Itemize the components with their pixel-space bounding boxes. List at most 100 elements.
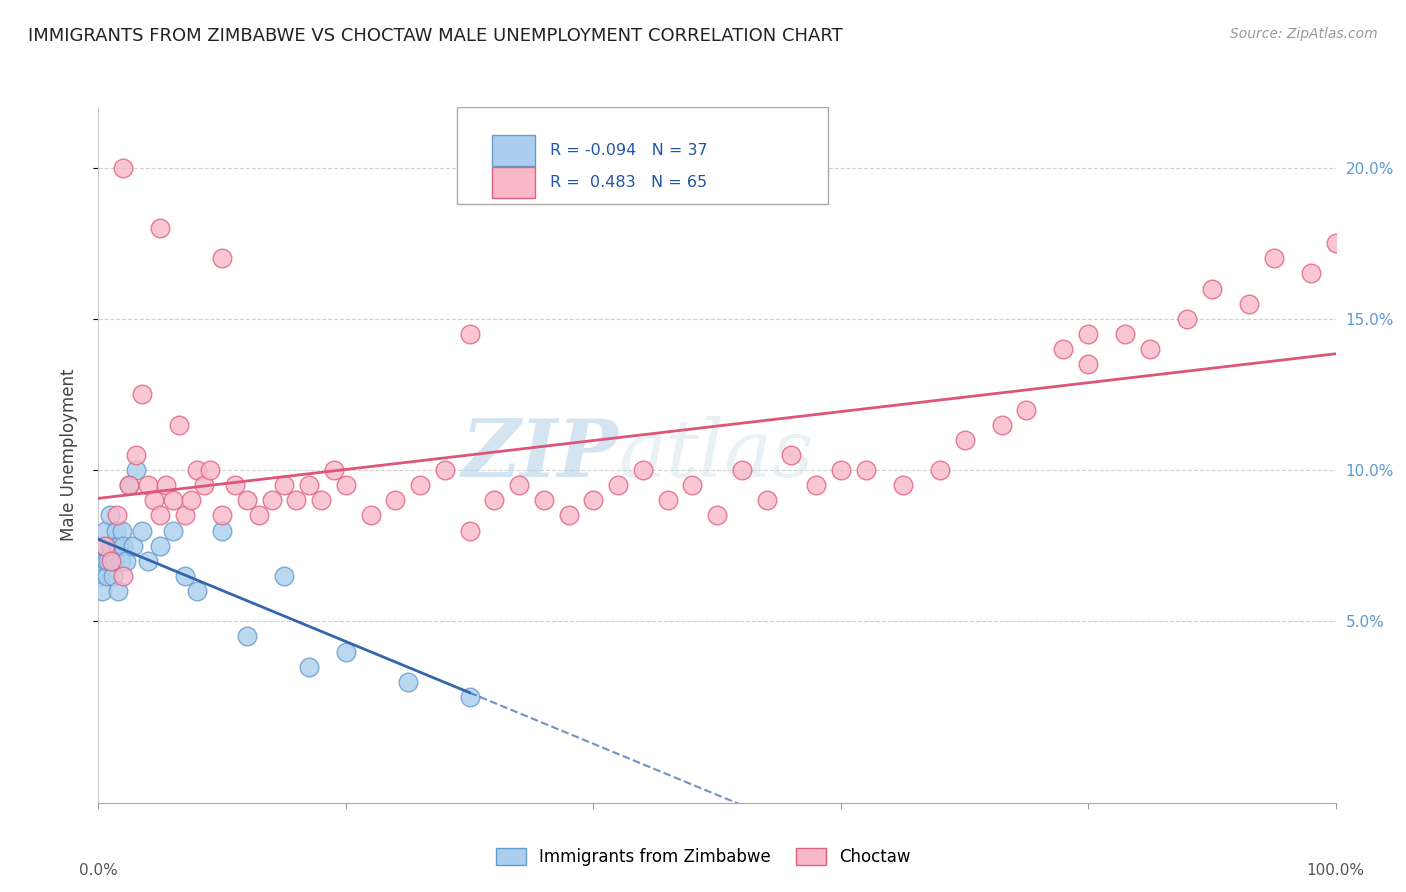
Point bbox=[118, 478, 141, 492]
Point bbox=[211, 508, 233, 523]
Point bbox=[458, 326, 481, 341]
Point bbox=[990, 417, 1012, 432]
Point bbox=[110, 554, 132, 568]
Point bbox=[1052, 342, 1074, 356]
Point bbox=[309, 493, 332, 508]
Point bbox=[105, 508, 128, 523]
Text: ZIP: ZIP bbox=[461, 417, 619, 493]
Point bbox=[89, 569, 111, 583]
Point bbox=[1077, 326, 1099, 341]
Point bbox=[484, 493, 506, 508]
Point bbox=[112, 161, 135, 175]
Point bbox=[681, 478, 703, 492]
Point bbox=[557, 508, 579, 523]
Point bbox=[118, 478, 141, 492]
Point bbox=[111, 524, 134, 538]
Point bbox=[433, 463, 456, 477]
Point bbox=[131, 387, 153, 401]
Point bbox=[384, 493, 406, 508]
Point bbox=[396, 674, 419, 689]
Point bbox=[1263, 252, 1285, 266]
Point bbox=[186, 463, 208, 477]
Point bbox=[1114, 326, 1136, 341]
Point bbox=[631, 463, 654, 477]
Point bbox=[236, 493, 259, 508]
Point bbox=[103, 569, 125, 583]
Point bbox=[174, 508, 197, 523]
Point bbox=[108, 539, 131, 553]
Point bbox=[953, 433, 976, 447]
Point bbox=[508, 478, 530, 492]
Point bbox=[607, 478, 630, 492]
Point bbox=[93, 524, 115, 538]
Point bbox=[755, 493, 778, 508]
Text: 100.0%: 100.0% bbox=[1306, 863, 1365, 879]
Point bbox=[149, 539, 172, 553]
Point bbox=[335, 478, 357, 492]
Point bbox=[891, 478, 914, 492]
Point bbox=[335, 644, 357, 658]
Point bbox=[101, 554, 124, 568]
Text: Source: ZipAtlas.com: Source: ZipAtlas.com bbox=[1230, 27, 1378, 41]
Point bbox=[322, 463, 344, 477]
Point bbox=[112, 539, 135, 553]
Point bbox=[458, 690, 481, 704]
Point bbox=[93, 539, 115, 553]
Point bbox=[96, 569, 118, 583]
Point bbox=[1237, 296, 1260, 310]
Point bbox=[98, 508, 121, 523]
Point bbox=[136, 554, 159, 568]
Point bbox=[298, 478, 321, 492]
Point bbox=[174, 569, 197, 583]
Text: R =  0.483   N = 65: R = 0.483 N = 65 bbox=[550, 175, 707, 190]
Point bbox=[143, 493, 166, 508]
Point bbox=[167, 417, 190, 432]
Point bbox=[114, 554, 136, 568]
Point bbox=[285, 493, 308, 508]
Point bbox=[97, 554, 120, 568]
Point bbox=[180, 493, 202, 508]
FancyBboxPatch shape bbox=[492, 167, 536, 198]
Point bbox=[149, 221, 172, 235]
Point bbox=[780, 448, 803, 462]
Point bbox=[112, 569, 135, 583]
Point bbox=[657, 493, 679, 508]
Point bbox=[186, 584, 208, 599]
Point bbox=[1077, 357, 1099, 371]
Y-axis label: Male Unemployment: Male Unemployment bbox=[59, 368, 77, 541]
Point bbox=[458, 524, 481, 538]
Point bbox=[155, 478, 177, 492]
Point bbox=[211, 252, 233, 266]
Point bbox=[224, 478, 246, 492]
Point bbox=[124, 463, 146, 477]
Point bbox=[804, 478, 827, 492]
Point bbox=[136, 478, 159, 492]
Point bbox=[260, 493, 283, 508]
Point bbox=[100, 554, 122, 568]
Legend: Immigrants from Zimbabwe, Choctaw: Immigrants from Zimbabwe, Choctaw bbox=[488, 840, 918, 875]
Point bbox=[360, 508, 382, 523]
Text: atlas: atlas bbox=[619, 417, 814, 493]
Point bbox=[211, 524, 233, 538]
Point bbox=[928, 463, 950, 477]
Point bbox=[103, 554, 125, 568]
Point bbox=[582, 493, 605, 508]
Point bbox=[298, 659, 321, 673]
Text: 0.0%: 0.0% bbox=[79, 863, 118, 879]
Point bbox=[149, 508, 172, 523]
Point bbox=[409, 478, 432, 492]
Point bbox=[90, 554, 112, 568]
Point bbox=[855, 463, 877, 477]
FancyBboxPatch shape bbox=[457, 107, 828, 204]
Point bbox=[131, 524, 153, 538]
Point bbox=[1299, 267, 1322, 281]
Text: IMMIGRANTS FROM ZIMBABWE VS CHOCTAW MALE UNEMPLOYMENT CORRELATION CHART: IMMIGRANTS FROM ZIMBABWE VS CHOCTAW MALE… bbox=[28, 27, 842, 45]
Point bbox=[193, 478, 215, 492]
FancyBboxPatch shape bbox=[492, 135, 536, 166]
Point bbox=[1175, 311, 1198, 326]
Point bbox=[122, 539, 145, 553]
Point bbox=[830, 463, 852, 477]
Point bbox=[100, 539, 122, 553]
Point bbox=[107, 584, 129, 599]
Point bbox=[1324, 236, 1347, 251]
